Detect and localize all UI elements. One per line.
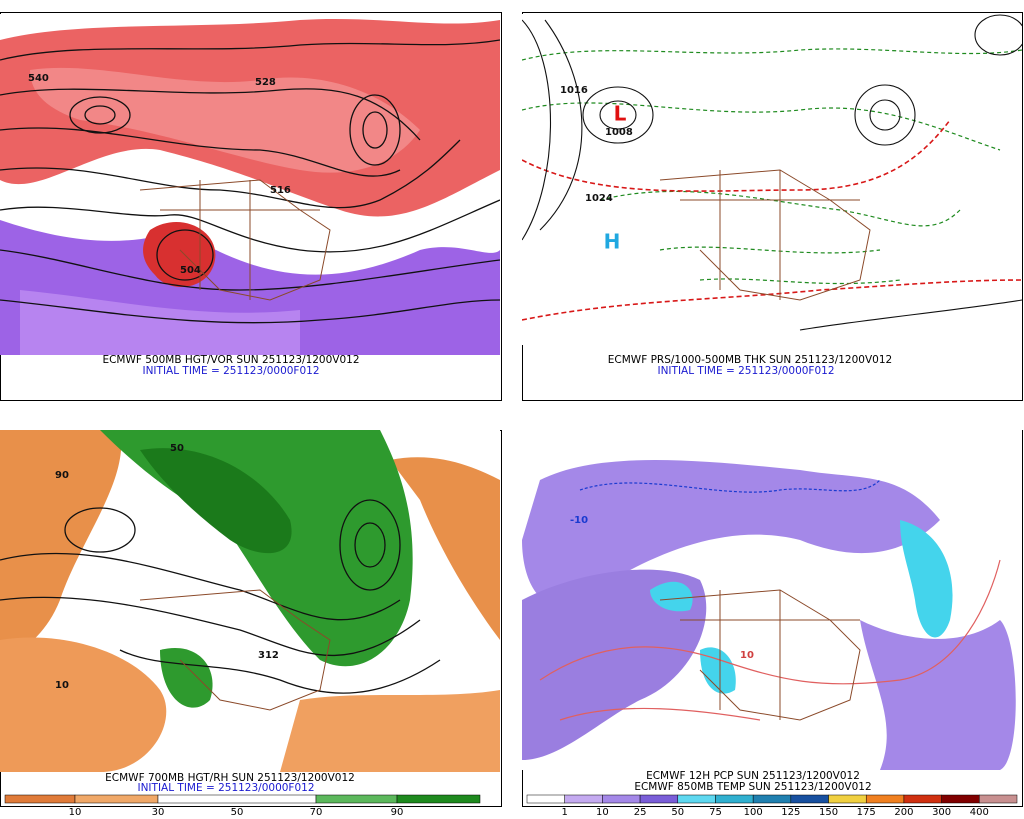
colorbar-label: 90 [391,807,404,818]
map-label: 540 [28,73,49,84]
colorbar-label: 50 [231,807,244,818]
caption: ECMWF 700MB HGT/RH SUN 251123/1200V012 [105,772,355,784]
map-label: 10 [55,680,69,691]
caption: ECMWF 12H PCP SUN 251123/1200V012 [646,770,860,782]
colorbar-swatch [564,794,603,804]
colorbar-swatch [752,794,792,804]
colorbar-swatch [602,794,641,804]
map-700mb [0,430,500,772]
initial-time: INITIAL TIME = 251123/0000F012 [142,365,319,377]
colorbar-swatch [639,794,679,804]
colorbar-label: 25 [634,807,647,818]
map-label: 312 [258,650,279,661]
colorbar-label: 50 [671,807,684,818]
map-label: -10 [570,515,588,526]
caption: ECMWF 850MB TEMP SUN 251123/1200V012 [634,781,871,793]
colorbar-label: 75 [709,807,722,818]
colorbar-swatch [677,794,716,804]
map-label: 504 [180,265,201,276]
colorbar-swatch [941,794,980,804]
colorbar-swatch [790,794,829,804]
colorbar-label: 150 [819,807,838,818]
colorbar-label: 30 [152,807,165,818]
colorbar [4,794,481,804]
map-500mb [0,14,500,355]
map-label: 1024 [585,193,613,204]
initial-time: INITIAL TIME = 251123/0000F012 [137,782,314,794]
map-precip [522,430,1022,770]
map-label: 1016 [560,85,588,96]
initial-time: INITIAL TIME = 251123/0000F012 [657,365,834,377]
colorbar-swatch [526,794,565,804]
colorbar [526,794,1018,804]
colorbar-swatch [979,794,1018,804]
map-label: 528 [255,77,276,88]
colorbar-swatch [903,794,942,804]
colorbar-label: 125 [781,807,800,818]
map-pressure [522,14,1022,345]
map-label: 1008 [605,127,633,138]
high-marker: H [604,230,621,254]
colorbar-swatch [715,794,754,804]
colorbar-label: 175 [857,807,876,818]
colorbar-label: 10 [69,807,82,818]
colorbar-label: 100 [744,807,763,818]
colorbar-swatch [865,794,905,804]
colorbar-label: 400 [970,807,989,818]
map-label: 10 [740,650,754,661]
colorbar-label: 200 [894,807,913,818]
low-marker: L [614,102,627,126]
colorbar-label: 1 [562,807,568,818]
caption: ECMWF 500MB HGT/VOR SUN 251123/1200V012 [102,354,359,366]
map-label: 516 [270,185,291,196]
colorbar-label: 70 [310,807,323,818]
caption: ECMWF PRS/1000-500MB THK SUN 251123/1200… [608,354,892,366]
colorbar-swatch [828,794,867,804]
colorbar-label: 300 [932,807,951,818]
colorbar-label: 10 [596,807,609,818]
map-label: 90 [55,470,69,481]
map-label: 50 [170,443,184,454]
